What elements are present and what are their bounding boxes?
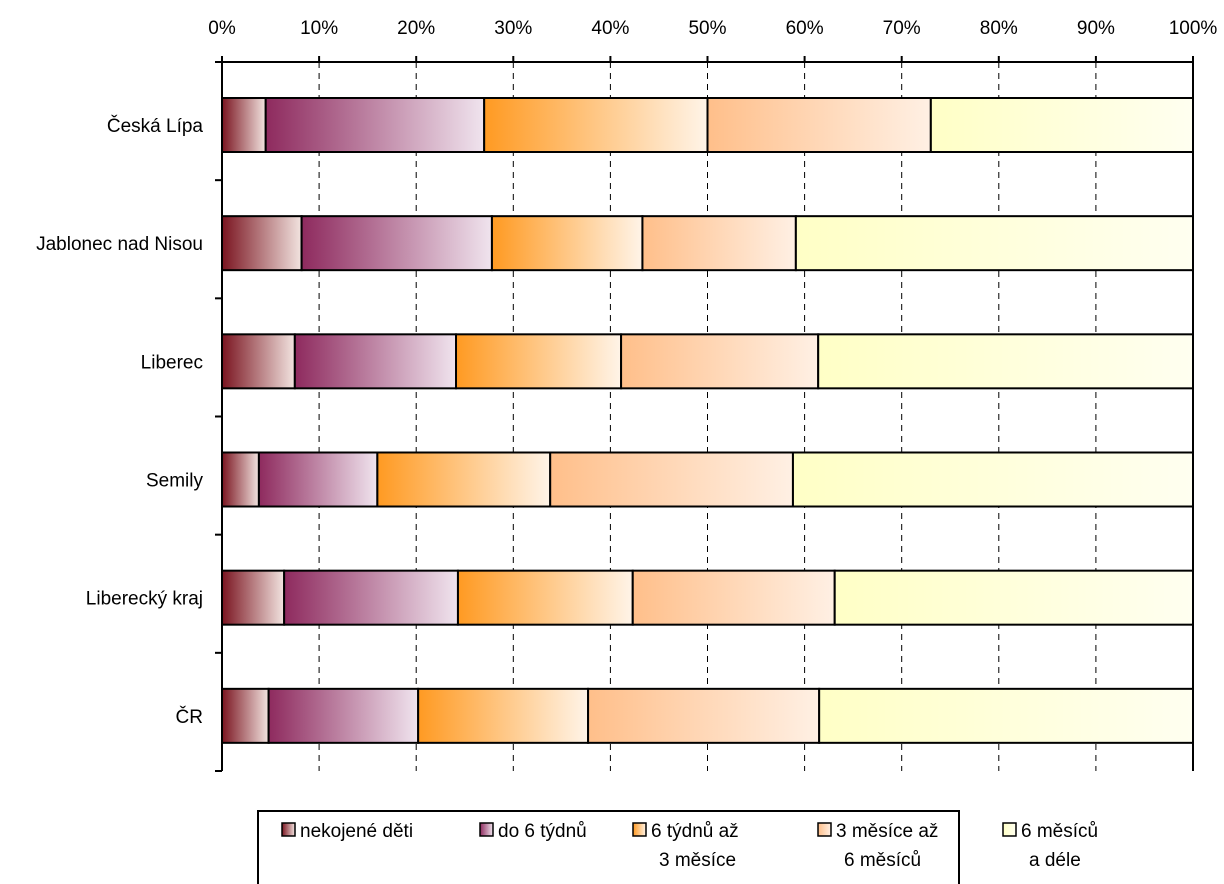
bar-segment bbox=[257, 451, 379, 508]
legend-swatch bbox=[817, 822, 832, 837]
x-tick-label: 40% bbox=[591, 18, 629, 39]
bar-segment bbox=[631, 569, 836, 626]
category-label: Česká Lípa bbox=[107, 115, 204, 137]
x-tick-label: 90% bbox=[1077, 18, 1115, 39]
x-tick-label: 50% bbox=[688, 18, 726, 39]
bar-segment bbox=[549, 451, 794, 508]
axes-group: 0% 10% 20% 30% 40% 50% 60% 70% 80% 90% 100% Česká L… bbox=[36, 18, 1218, 772]
x-tick-label: 10% bbox=[300, 18, 338, 39]
bar-segment bbox=[929, 97, 1195, 153]
legend-border bbox=[257, 810, 960, 884]
category-label: Liberecký kraj bbox=[86, 589, 203, 610]
legend-label: nekojené děti bbox=[300, 821, 413, 842]
legend-swatch bbox=[479, 822, 494, 837]
legend-swatch bbox=[1002, 822, 1017, 837]
x-tick-label: 80% bbox=[980, 18, 1018, 39]
category-label: Jablonec nad Nisou bbox=[36, 234, 203, 255]
x-tick-label: 0% bbox=[208, 18, 236, 39]
bar-segment bbox=[267, 687, 420, 744]
bars-group bbox=[221, 97, 1195, 744]
bar-segment bbox=[221, 569, 286, 626]
legend-label: 6 měsíců bbox=[1021, 821, 1098, 842]
x-tick-label: 20% bbox=[397, 18, 435, 39]
bar-segment bbox=[221, 215, 303, 272]
bar-segment bbox=[818, 687, 1194, 744]
category-label: ČR bbox=[176, 706, 203, 728]
bar-segment bbox=[300, 215, 493, 272]
legend-label: 3 měsíce až bbox=[836, 821, 938, 842]
bar-segment bbox=[794, 215, 1195, 272]
bar-segment bbox=[264, 97, 486, 153]
x-tick-label: 30% bbox=[494, 18, 532, 39]
legend-label: do 6 týdnů bbox=[498, 821, 587, 842]
bar-segment bbox=[221, 97, 267, 153]
legend-label: 3 měsíce bbox=[659, 850, 736, 871]
bar-segment bbox=[283, 569, 459, 626]
bar-segment bbox=[791, 451, 1194, 508]
legend: nekojené děti do 6 týdnů 6 týdnů až 3 měsíc… bbox=[257, 810, 1098, 884]
bar-segment bbox=[376, 451, 552, 508]
legend-label: 6 měsíců bbox=[844, 850, 921, 871]
x-tick-label: 100% bbox=[1169, 18, 1218, 39]
bar-segment bbox=[490, 215, 644, 272]
bar-segment bbox=[620, 333, 820, 390]
bar-segment bbox=[456, 569, 634, 626]
grid-lines bbox=[318, 62, 1097, 771]
x-tick-label: 60% bbox=[786, 18, 824, 39]
bar-segment bbox=[641, 215, 797, 272]
bar-segment bbox=[221, 687, 270, 744]
bar-segment bbox=[833, 569, 1194, 626]
bar-segment bbox=[417, 687, 590, 744]
legend-label: a déle bbox=[1029, 850, 1081, 871]
legend-swatch bbox=[281, 822, 296, 837]
bar-segment bbox=[706, 97, 932, 153]
bar-segment bbox=[483, 97, 709, 153]
bar-segment bbox=[817, 333, 1194, 390]
category-label: Liberec bbox=[141, 352, 203, 373]
bar-segment bbox=[221, 451, 260, 508]
legend-label: 6 týdnů až bbox=[651, 821, 739, 842]
bar-segment bbox=[587, 687, 821, 744]
x-tick-label: 70% bbox=[883, 18, 921, 39]
bar-segment bbox=[221, 333, 296, 390]
bar-segment bbox=[455, 333, 623, 390]
legend-swatch bbox=[632, 822, 647, 837]
category-label: Semily bbox=[146, 471, 204, 492]
bar-segment bbox=[293, 333, 458, 390]
